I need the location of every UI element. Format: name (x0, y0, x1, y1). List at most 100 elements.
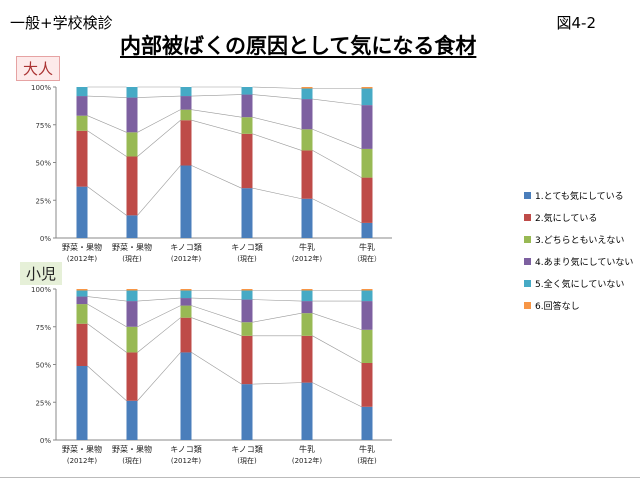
bar-segment (301, 150, 313, 199)
series-connector-line (252, 382, 302, 385)
bar-segment (241, 94, 253, 118)
series-connector-line (252, 187, 302, 200)
bar-segment (126, 352, 138, 401)
bar-segment (361, 105, 373, 149)
child-chart: 0% 25% 50% 75% 100% 野菜・果物 (2012年) 野菜・果物 (現在) キノコ類… (31, 286, 392, 465)
legend-swatch (524, 213, 531, 221)
legend-swatch (524, 301, 531, 309)
series-connector-line (87, 130, 127, 157)
bar-segment (361, 222, 373, 238)
series-connector-line (87, 115, 127, 133)
bar-segment (361, 406, 373, 440)
legend-swatch (524, 279, 531, 287)
series-connector-line (312, 312, 362, 331)
bar-segment (180, 289, 192, 291)
bar-segment (301, 289, 313, 291)
y-tick-label: 100% (31, 286, 51, 294)
x-tick-label: キノコ類 (170, 444, 201, 454)
y-tick-label: 100% (31, 84, 51, 92)
bar-segment (241, 335, 253, 385)
bar-segment (361, 177, 373, 223)
bar-segment (361, 362, 373, 407)
x-tick-label: 牛乳 (359, 242, 375, 252)
x-tick-label: キノコ類 (231, 444, 262, 454)
series-connector-line (191, 297, 242, 300)
series-connector-line (137, 297, 181, 302)
x-tick-label: 野菜・果物 (62, 444, 102, 454)
bar-segment (241, 87, 253, 95)
bar-segment (76, 289, 88, 291)
series-connector-line (252, 116, 302, 130)
bottom-rule (0, 477, 640, 478)
bar-segment (126, 289, 138, 291)
x-tick-label: キノコ類 (231, 242, 262, 252)
bar-segment (241, 117, 253, 134)
x-tick-label: (現在) (237, 456, 257, 465)
bar-segment (180, 352, 192, 440)
adult-group-label: 大人 (16, 56, 61, 81)
series-connector-line (87, 323, 127, 353)
series-connector-line (137, 165, 181, 216)
bar-segment (361, 87, 373, 89)
bar-segment (301, 129, 313, 151)
x-tick-label: 牛乳 (299, 444, 315, 454)
bar-segment (180, 96, 192, 110)
legend: 1.とても気にしている 2.気にしている 3.どちらともいえない 4.あまり気に… (524, 184, 633, 316)
bar-segment (301, 198, 313, 238)
x-tick-label: (2012年) (67, 254, 98, 263)
legend-swatch (524, 235, 531, 243)
bar-segment (76, 304, 88, 324)
bar-segment (241, 299, 253, 323)
series-connector-line (87, 186, 127, 216)
bar-segment (241, 384, 253, 440)
series-connector-line (137, 95, 181, 98)
legend-item: 1.とても気にしている (524, 184, 633, 206)
series-connector-line (137, 352, 181, 401)
bar-segment (180, 120, 192, 166)
bar-segment (126, 97, 138, 133)
series-connector-line (137, 109, 181, 133)
series-connector-line (191, 94, 242, 97)
series-connector-line (312, 98, 362, 106)
bar-segment (180, 87, 192, 97)
x-tick-label: 牛乳 (299, 242, 315, 252)
series-connector-line (191, 165, 242, 189)
y-tick-label: 25% (35, 197, 51, 205)
bar-segment (76, 323, 88, 367)
series-connector-line (252, 312, 302, 323)
legend-label: 1.とても気にしている (535, 191, 624, 202)
bar-segment (361, 148, 373, 178)
series-connector-line (137, 305, 181, 328)
y-tick-label: 75% (35, 324, 51, 332)
series-connector-line (312, 150, 362, 178)
series-connector-line (191, 352, 242, 385)
legend-label: 3.どちらともいえない (535, 235, 625, 246)
bar-segment (301, 88, 313, 100)
bar-segment (361, 290, 373, 302)
x-tick-label: 野菜・果物 (112, 242, 152, 252)
x-tick-label: (2012年) (292, 254, 323, 263)
legend-item: 6.回答なし (524, 294, 633, 316)
bar-segment (361, 301, 373, 330)
bar-segment (180, 290, 192, 299)
bar-segment (126, 132, 138, 157)
x-tick-label: 野菜・果物 (62, 242, 102, 252)
x-tick-label: (2012年) (292, 456, 323, 465)
bar-segment (126, 400, 138, 440)
series-connector-line (252, 299, 302, 302)
bar-segment (180, 109, 192, 121)
bar-segment (126, 290, 138, 302)
adult-chart: 0% 25% 50% 75% 100% 野菜・果物 (2012年) 野菜・果物 (現在) キノコ類… (31, 84, 392, 263)
bar-segment (361, 329, 373, 363)
legend-label: 6.回答なし (535, 301, 580, 312)
bar-segment (180, 305, 192, 318)
bar-segment (126, 326, 138, 353)
series-connector-line (191, 109, 242, 118)
bar-segment (361, 88, 373, 106)
series-connector-line (87, 95, 127, 98)
page-title: 内部被ばくの原因として気になる食材 (120, 34, 477, 58)
series-connector-line (87, 365, 127, 401)
series-connector-line (252, 94, 302, 100)
x-tick-label: 野菜・果物 (112, 444, 152, 454)
series-connector-line (191, 317, 242, 337)
